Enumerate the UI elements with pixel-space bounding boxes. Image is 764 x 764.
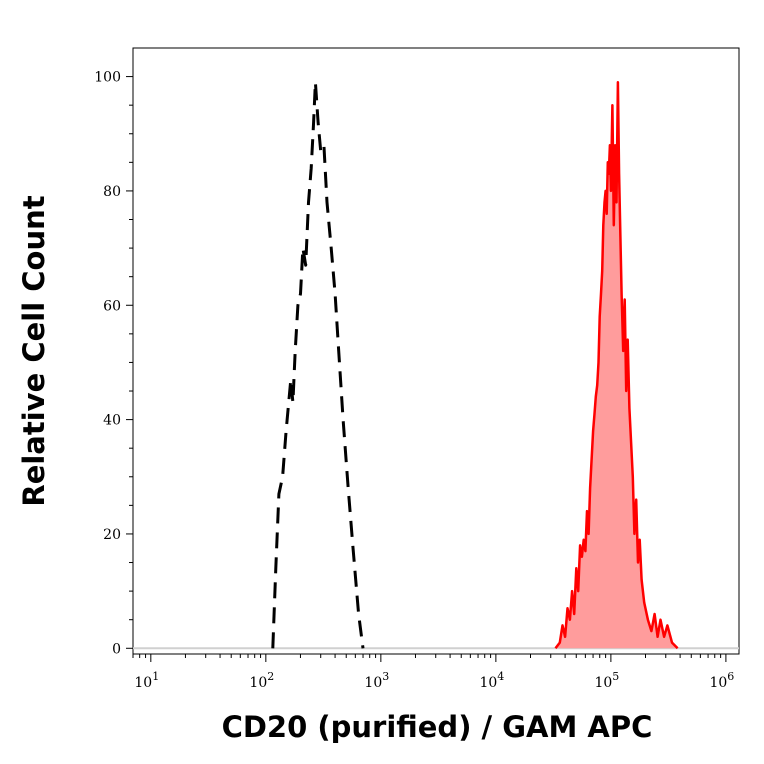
y-tick-label: 40 bbox=[103, 413, 121, 429]
x-tick-label: 103 bbox=[364, 670, 389, 691]
x-axis-ticks: 101 102 103 104 105 106 bbox=[134, 654, 734, 691]
x-tick-label: 106 bbox=[709, 670, 734, 691]
y-tick-label: 80 bbox=[103, 184, 121, 200]
x-tick-label: 104 bbox=[479, 670, 504, 691]
stained-histogram-fill bbox=[555, 82, 678, 649]
y-axis-label: Relative Cell Count bbox=[17, 195, 51, 506]
x-tick-label: 102 bbox=[249, 670, 274, 691]
plot-frame bbox=[132, 47, 740, 655]
control-histogram-line bbox=[271, 80, 365, 649]
histogram-series bbox=[271, 80, 679, 650]
y-tick-label: 60 bbox=[103, 298, 121, 314]
x-tick-label: 105 bbox=[594, 670, 619, 691]
y-tick-label: 0 bbox=[112, 641, 121, 657]
y-tick-label: 100 bbox=[94, 70, 121, 86]
y-tick-label: 20 bbox=[103, 527, 121, 543]
minor-ticks bbox=[129, 104, 722, 658]
x-axis-label: CD20 (purified) / GAM APC bbox=[222, 710, 653, 744]
y-axis-ticks: 0 20 40 60 80 100 bbox=[94, 70, 133, 657]
stained-histogram-line bbox=[554, 81, 679, 650]
x-tick-label: 101 bbox=[134, 670, 159, 691]
